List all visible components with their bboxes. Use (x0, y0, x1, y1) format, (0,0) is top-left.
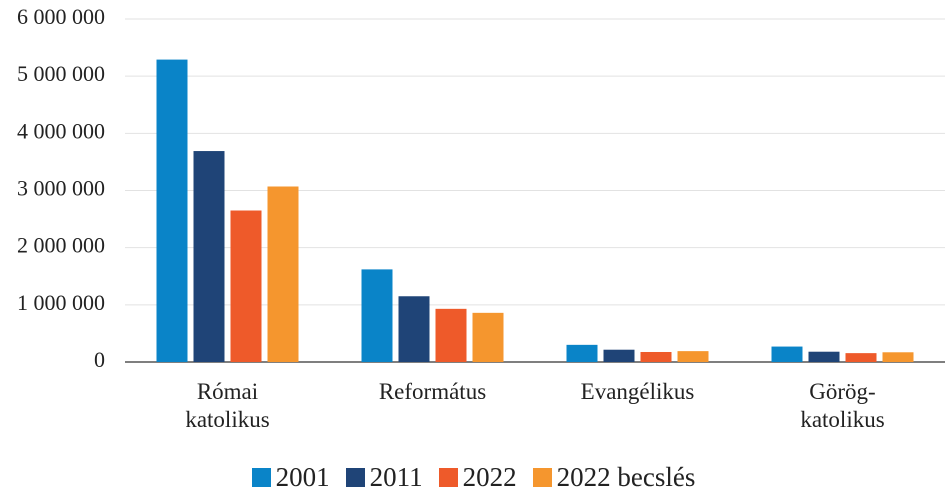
legend-item: 2022 becslés (532, 462, 696, 493)
y-tick-label: 5 000 000 (17, 61, 105, 86)
y-tick-label: 3 000 000 (17, 176, 105, 201)
legend-item: 2022 (438, 462, 517, 493)
x-tick-label: Evangélikus (580, 379, 695, 404)
legend-item: 2001 (251, 462, 330, 493)
bar (435, 308, 467, 362)
legend-item: 2011 (345, 462, 423, 493)
bar (230, 210, 262, 362)
legend-label: 2011 (369, 462, 423, 492)
bar (156, 59, 188, 363)
bar (398, 296, 430, 362)
legend: 2001 2011 2022 2022 becslés (0, 462, 947, 493)
legend-label: 2001 (275, 462, 330, 492)
y-tick-label: 1 000 000 (17, 290, 105, 315)
bar (566, 344, 598, 362)
bar (845, 353, 877, 362)
bar (882, 352, 914, 362)
bar (603, 349, 635, 362)
y-tick-label: 0 (94, 347, 105, 372)
legend-swatch (438, 468, 458, 487)
bar (472, 312, 504, 362)
bar (267, 186, 299, 362)
legend-label: 2022 becslés (556, 462, 696, 492)
y-tick-label: 4 000 000 (17, 118, 105, 143)
bar (193, 151, 225, 362)
bar (361, 269, 393, 362)
bar (808, 351, 840, 362)
x-tick-label: Római katolikus (185, 379, 270, 432)
y-tick-label: 6 000 000 (17, 4, 105, 29)
legend-swatch (532, 468, 552, 487)
bar (771, 346, 803, 362)
x-tick-label: Görög-katolikus (800, 379, 885, 432)
y-tick-label: 2 000 000 (17, 233, 105, 258)
legend-swatch (251, 468, 271, 487)
bar (640, 351, 672, 362)
legend-swatch (345, 468, 365, 487)
legend-label: 2022 (462, 462, 517, 492)
bar (677, 351, 709, 362)
x-tick-label: Református (378, 379, 487, 404)
